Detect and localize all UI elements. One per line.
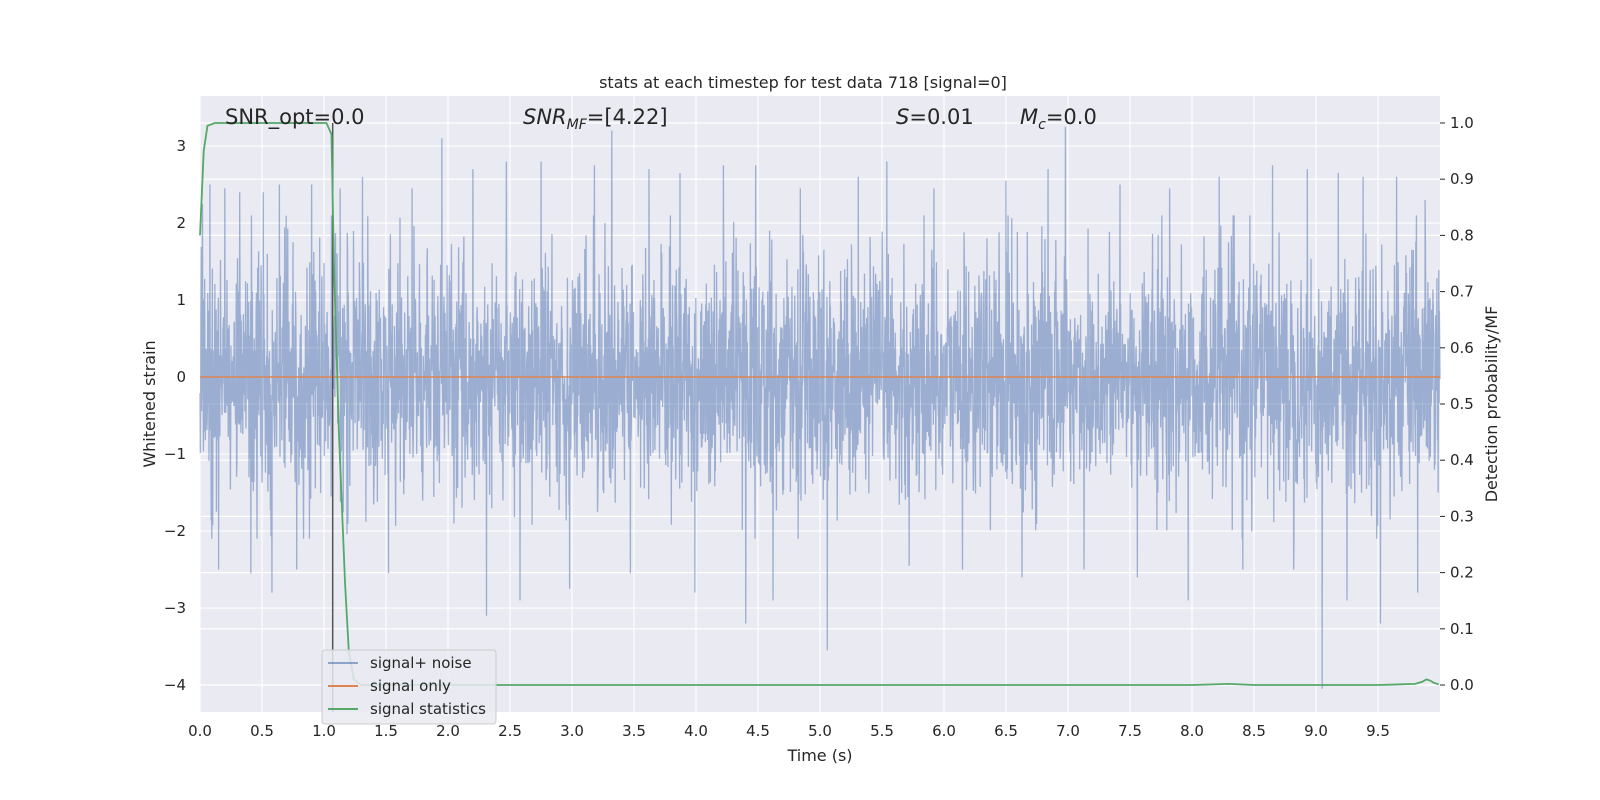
x-tick-label: 6.5 [994, 722, 1018, 740]
y-tick-label: −3 [164, 599, 186, 617]
y2-tick-label: 0.3 [1450, 507, 1474, 525]
y-tick-label: −2 [164, 522, 186, 540]
x-tick-label: 8.5 [1242, 722, 1266, 740]
x-tick-label: 9.0 [1304, 722, 1328, 740]
x-tick-label: 7.0 [1056, 722, 1080, 740]
x-tick-label: 4.0 [684, 722, 708, 740]
x-tick-label: 4.5 [746, 722, 770, 740]
x-tick-label: 2.0 [436, 722, 460, 740]
y-tick-label: 0 [176, 368, 186, 386]
legend-label-signal-noise: signal+ noise [370, 654, 472, 672]
annotation-snr-mf: SNRMF=[4.22] [523, 105, 668, 133]
y2-tick-label: 1.0 [1450, 114, 1474, 132]
legend-box [321, 649, 497, 725]
chart-title: stats at each timestep for test data 718… [599, 73, 1007, 92]
x-tick-label: 1.0 [312, 722, 336, 740]
annotation-snr-opt: SNR_opt=0.0 [225, 105, 365, 130]
annotation-mc-sub: c [1038, 117, 1046, 133]
plot-data [199, 122, 1441, 712]
x-tick-label: 2.5 [498, 722, 522, 740]
x-axis: 0.0 0.5 1.0 1.5 2.0 2.5 3.0 3.5 4.0 4.5 5.0 5.5 6.0 6… [188, 722, 1390, 740]
x-tick-label: 6.0 [932, 722, 956, 740]
y-tick-label: 3 [176, 137, 186, 155]
x-tick-label: 5.0 [808, 722, 832, 740]
x-tick-label: 0.0 [188, 722, 212, 740]
y-axis-label: Whitened strain [140, 340, 159, 467]
y2-tick-label: 0.6 [1450, 339, 1474, 357]
y2-tick-label: 0.9 [1450, 170, 1474, 188]
y-tick-label: −4 [164, 676, 186, 694]
x-tick-label: 0.5 [250, 722, 274, 740]
annotation-mc-main: M [1020, 105, 1038, 129]
legend-label-signal-statistics: signal statistics [370, 700, 486, 718]
annotations: SNR_opt=0.0 SNRMF=[4.22] S=0.01 Mc=0.0 [225, 105, 1097, 133]
y2-tick-label: 0.7 [1450, 283, 1474, 301]
series-signal-noise [199, 126, 1441, 689]
y2-axis-label: Detection probability/MF [1482, 306, 1501, 503]
y-axis-right: 1.0 0.9 0.8 0.7 0.6 0.5 0.4 0.3 0.2 0.1 0.0 [1440, 114, 1474, 694]
x-tick-label: 1.5 [374, 722, 398, 740]
x-tick-label: 7.5 [1118, 722, 1142, 740]
annotation-snr-mf-sub: MF [567, 117, 588, 133]
legend-label-signal-only: signal only [370, 677, 451, 695]
y2-tick-label: 0.0 [1450, 676, 1474, 694]
y2-tick-label: 0.5 [1450, 395, 1474, 413]
x-tick-label: 3.0 [560, 722, 584, 740]
annotation-snr-mf-main: SNR [523, 105, 567, 129]
y2-tick-label: 0.2 [1450, 564, 1474, 582]
series-signal-statistics [199, 122, 1440, 686]
x-tick-label: 9.5 [1366, 722, 1390, 740]
annotation-s: S=0.01 [896, 105, 974, 129]
x-axis-label: Time (s) [786, 746, 852, 765]
y2-tick-label: 0.1 [1450, 620, 1474, 638]
y-tick-label: −1 [164, 445, 186, 463]
y-tick-label: 1 [176, 291, 186, 309]
x-tick-label: 8.0 [1180, 722, 1204, 740]
legend: signal+ noise signal only signal statist… [321, 649, 497, 725]
annotation-s-value: =0.01 [909, 105, 973, 129]
annotation-snr-mf-value: =[4.22] [587, 105, 668, 129]
y-tick-label: 2 [176, 214, 186, 232]
annotation-s-main: S [896, 105, 909, 129]
x-tick-label: 5.5 [870, 722, 894, 740]
annotation-mc: Mc=0.0 [1020, 105, 1097, 133]
y2-tick-label: 0.8 [1450, 226, 1474, 244]
annotation-mc-value: =0.0 [1046, 105, 1097, 129]
y-axis-left: 3 2 1 0 −1 −2 −3 −4 [164, 137, 186, 694]
y2-tick-label: 0.4 [1450, 451, 1474, 469]
x-tick-label: 3.5 [622, 722, 646, 740]
